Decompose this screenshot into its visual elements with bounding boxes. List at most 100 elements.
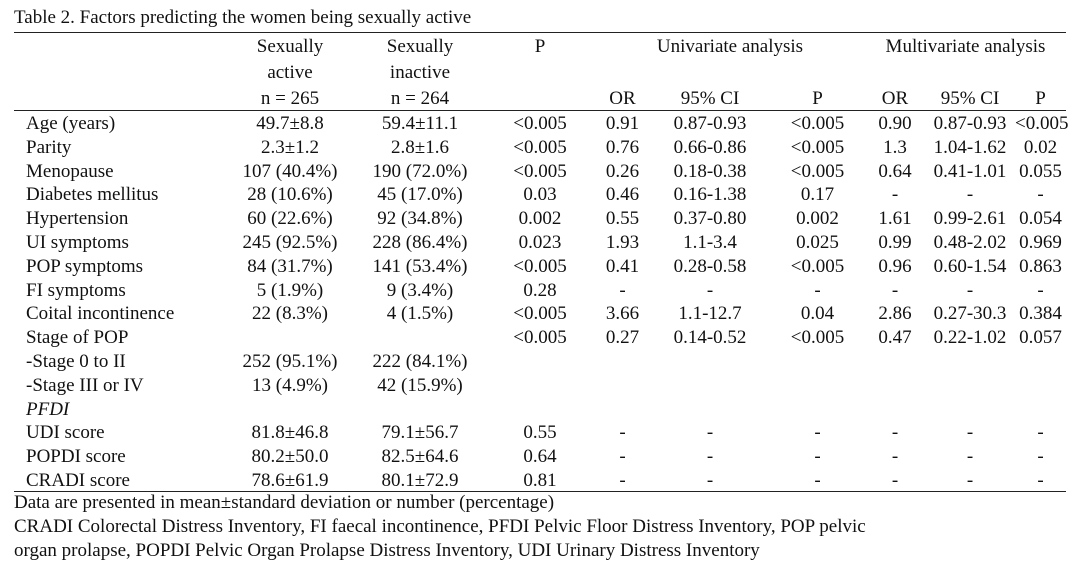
table-cell: 0.023	[518, 231, 562, 253]
table-cell: <0.005	[513, 255, 567, 277]
table-cell: -	[1037, 469, 1044, 491]
table-cell: 0.002	[518, 208, 562, 230]
table-cell: 1.1-12.7	[678, 303, 742, 325]
table-cell	[485, 374, 595, 398]
table-row: FI symptoms 5 (1.9%) 9 (3.4%) 0.28 - - - - - -	[14, 279, 1066, 303]
header-rule	[14, 110, 1066, 111]
table-cell: 2.8±1.6	[391, 136, 449, 158]
table-cell: 0.91	[605, 113, 640, 134]
table-cell: 81.8±46.8	[251, 422, 329, 444]
table-cell: 3.66	[605, 303, 640, 325]
table-cell: 0.057	[1019, 327, 1062, 349]
footnote-data-format: Data are presented in mean±standard devi…	[14, 492, 555, 513]
table-cell: 0.87-0.93	[673, 113, 747, 134]
row-label: Hypertension	[26, 208, 129, 230]
table-cell: 78.6±61.9	[251, 469, 329, 491]
table-cell: -	[814, 446, 821, 468]
table-cell: 0.90	[878, 113, 912, 134]
row-label: Parity	[26, 136, 72, 158]
table-cell: <0.005	[513, 160, 567, 182]
table-cell: -	[706, 446, 714, 468]
table-cell: -	[1037, 422, 1044, 444]
table-cell: 2.86	[878, 303, 912, 325]
table-cell: 4 (1.5%)	[386, 303, 454, 325]
row-label: UI symptoms	[26, 231, 129, 253]
table-cell: 13 (4.9%)	[252, 374, 328, 396]
table-cell: 0.16-1.38	[673, 184, 747, 206]
table-cell: 0.64	[523, 446, 557, 468]
table-cell: 49.7±8.8	[256, 113, 324, 134]
table-cell: 1.93	[605, 231, 640, 253]
table-cell: 0.41-1.01	[933, 160, 1007, 182]
table-cell	[650, 350, 770, 374]
bottom-rule	[14, 491, 1066, 492]
table-cell: 82.5±64.6	[381, 446, 459, 468]
table-cell: 92 (34.8%)	[377, 208, 463, 230]
table-cell: 107 (40.4%)	[242, 160, 338, 182]
table-cell: 42 (15.9%)	[377, 374, 463, 396]
table-cell	[595, 350, 650, 374]
table-cell: 0.18-0.38	[673, 160, 747, 182]
univariate-or-header: OR	[609, 88, 636, 109]
footnote-abbreviations-line2: organ prolapse, POPDI Pelvic Organ Prola…	[14, 540, 760, 561]
table-cell: 0.969	[1019, 231, 1062, 253]
header-inactive-line1: Sexually	[386, 36, 454, 57]
table-cell	[225, 398, 355, 422]
table-cell	[865, 374, 925, 398]
table-cell	[595, 374, 650, 398]
table-cell: 0.26	[605, 160, 640, 182]
table-cell: -	[619, 422, 626, 444]
table-cell: 60 (22.6%)	[247, 208, 333, 230]
table-row: Hypertension 60 (22.6%) 92 (34.8%) 0.002 0.5…	[14, 207, 1066, 231]
row-label: FI symptoms	[26, 279, 126, 301]
table-cell: <0.005	[513, 113, 567, 134]
row-label: -Stage 0 to II	[26, 350, 126, 372]
table-cell: 0.47	[878, 327, 912, 349]
table-cell: 0.002	[796, 208, 839, 230]
table-cell: 0.28-0.58	[673, 255, 747, 277]
table-cell	[355, 398, 485, 422]
header-row-1: Sexually active n = 265 Sexually inactiv…	[14, 34, 1066, 112]
table-cell: -	[814, 279, 821, 301]
table-cell: -	[706, 422, 714, 444]
table-row: -Stage III or IV 13 (4.9%) 42 (15.9%)	[14, 374, 1066, 398]
table-cell: -	[966, 279, 974, 301]
footnote-abbreviations-line1: CRADI Colorectal Distress Inventory, FI …	[14, 516, 866, 537]
table-cell: -	[891, 184, 899, 206]
table-caption: Table 2. Factors predicting the women be…	[14, 7, 472, 28]
table-cell	[1015, 374, 1066, 398]
univariate-ci-header: 95% CI	[680, 88, 740, 109]
table-body: Age (years) 49.7±8.8 59.4±11.1 <0.005 0.91 0.…	[14, 112, 1068, 493]
table-cell	[1015, 350, 1066, 374]
table-row: Menopause 107 (40.4%) 190 (72.0%) <0.005 0.2…	[14, 160, 1066, 184]
table-row: Diabetes mellitus 28 (10.6%) 45 (17.0%) 0.0…	[14, 183, 1066, 207]
table-cell	[355, 326, 485, 350]
header-active-line1: Sexually	[256, 36, 324, 57]
multivariate-p-header: P	[1035, 88, 1046, 109]
table-cell: 0.99-2.61	[933, 208, 1007, 230]
header-p: P	[485, 34, 595, 112]
table-row: POPDI score 80.2±50.0 82.5±64.6 0.64 - - - - - -	[14, 445, 1066, 469]
table-cell: <0.005	[513, 136, 567, 158]
header-univariate: Univariate analysis OR 95% CI P	[595, 34, 865, 112]
univariate-p-header: P	[812, 88, 823, 109]
row-label: Age (years)	[26, 113, 116, 134]
table-cell: -	[814, 469, 821, 491]
table-row: Coital incontinence 22 (8.3%) 4 (1.5%) <0.0…	[14, 302, 1066, 326]
table-cell: 0.66-0.86	[673, 136, 747, 158]
table-cell: -	[966, 469, 974, 491]
table-cell: -	[814, 422, 821, 444]
table-cell: 0.60-1.54	[933, 255, 1007, 277]
table-cell	[770, 398, 865, 422]
table-cell: <0.005	[790, 113, 845, 134]
table-cell: 0.055	[1019, 160, 1062, 182]
table-cell	[225, 326, 355, 350]
table-cell: 0.81	[523, 469, 557, 491]
table-cell	[485, 350, 595, 374]
row-label: -Stage III or IV	[26, 374, 144, 396]
table-cell: 0.28	[523, 279, 557, 301]
header-sexually-inactive: Sexually inactive n = 264	[355, 34, 485, 112]
table-cell: 0.17	[800, 184, 835, 206]
header-inactive-line2: inactive	[389, 62, 451, 83]
table-cell: 22 (8.3%)	[252, 303, 328, 325]
